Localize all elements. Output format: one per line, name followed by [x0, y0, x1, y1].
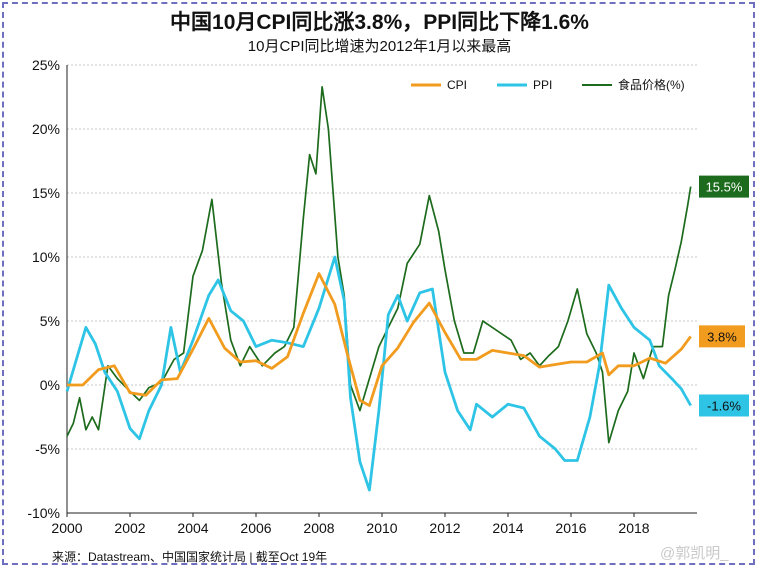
- chart-title: 中国10月CPI同比涨3.8%，PPI同比下降1.6%: [170, 11, 589, 34]
- weibo-watermark: @郭凯明_: [660, 545, 729, 562]
- x-tick-label: 2014: [492, 520, 523, 536]
- y-tick-label: 10%: [32, 249, 60, 265]
- x-tick-label: 2010: [366, 520, 397, 536]
- x-tick-label: 2012: [429, 520, 460, 536]
- series-line-0: [67, 272, 692, 407]
- legend-label: 食品价格(%): [618, 77, 685, 92]
- x-tick-label: 2008: [303, 520, 334, 536]
- y-tick-label: 0%: [40, 377, 60, 393]
- end-value-badge: [699, 325, 745, 348]
- end-value-label: 3.8%: [707, 329, 737, 344]
- chart-subtitle: 10月CPI同比增速为2012年1月以来最高: [247, 38, 512, 55]
- x-tick-label: 2002: [114, 520, 145, 536]
- series-line-2: [66, 85, 692, 444]
- y-tick-label: 25%: [32, 57, 60, 73]
- x-tick-label: 2006: [240, 520, 271, 536]
- end-value-label: 15.5%: [706, 180, 743, 195]
- end-value-badge: [699, 175, 749, 198]
- y-tick-label: -10%: [27, 505, 60, 521]
- y-tick-label: 20%: [32, 121, 60, 137]
- x-tick-label: 2016: [555, 520, 586, 536]
- end-value-label: -1.6%: [707, 398, 741, 413]
- legend-label: PPI: [533, 78, 552, 92]
- end-value-badge: [699, 394, 749, 417]
- x-tick-label: 2004: [177, 520, 208, 536]
- x-tick-label: 2000: [51, 520, 82, 536]
- y-tick-label: 5%: [40, 313, 60, 329]
- series-line-1: [65, 255, 692, 492]
- legend-label: CPI: [447, 78, 467, 92]
- y-tick-label: -5%: [35, 441, 60, 457]
- source-note: 来源：Datastream、中国国家统计局 | 截至Oct 19年: [52, 550, 328, 564]
- y-tick-label: 15%: [32, 185, 60, 201]
- x-tick-label: 2018: [618, 520, 649, 536]
